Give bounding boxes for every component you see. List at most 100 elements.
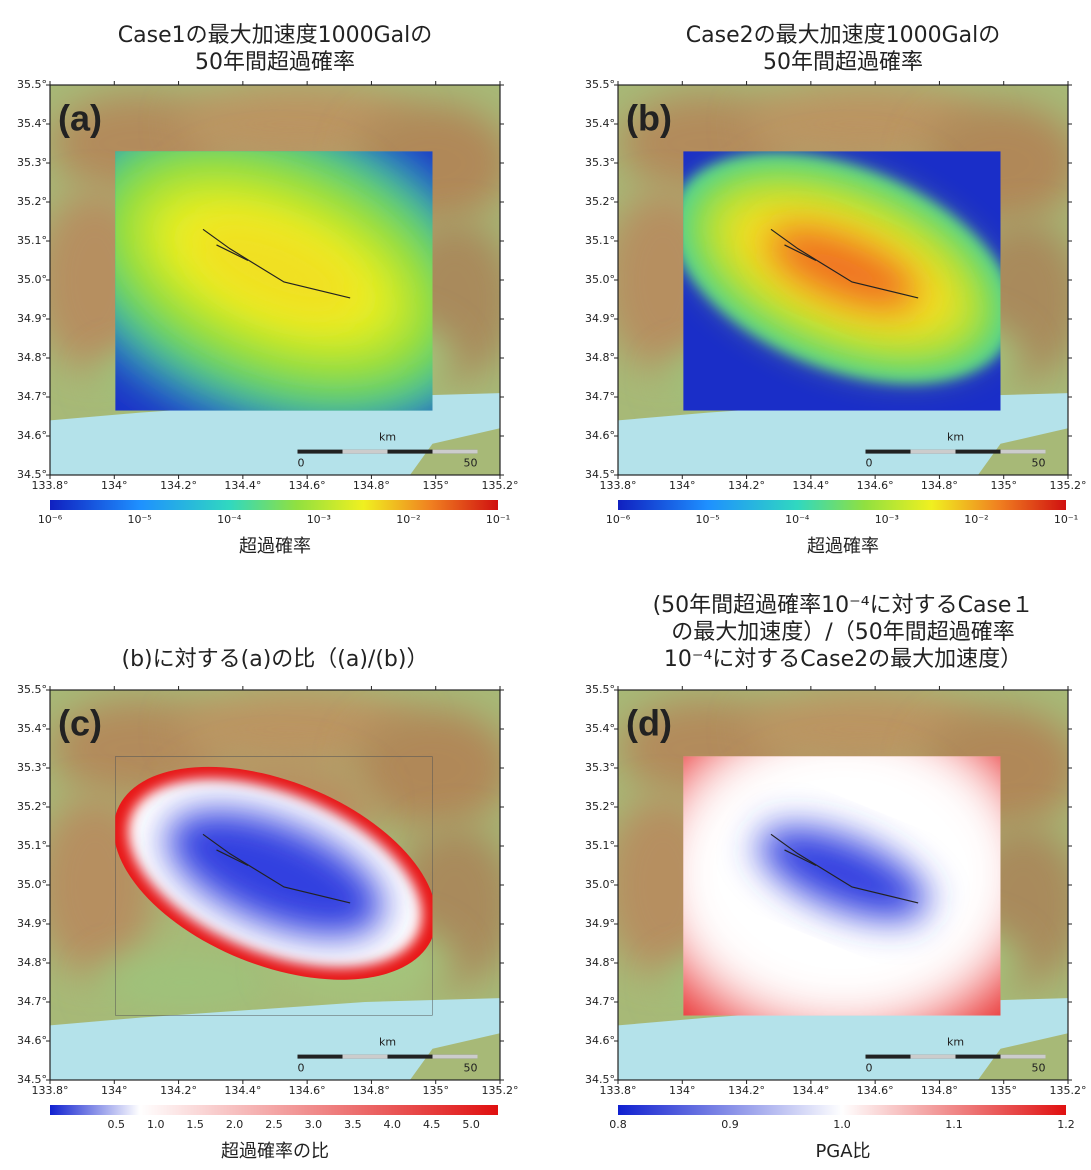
overlay — [639, 108, 1048, 428]
map-area: km 0 50 — [603, 84, 1083, 475]
lat-tick-label: 35.1° — [17, 234, 47, 247]
lon-tick-label: 135.2° — [1050, 1084, 1087, 1097]
lat-tick-label: 34.6° — [585, 1034, 615, 1047]
lon-tick-label: 133.8° — [32, 1084, 69, 1097]
scale-start: 0 — [866, 1062, 873, 1075]
scale-end: 50 — [1032, 1062, 1046, 1075]
lat-tick-label: 34.8° — [17, 351, 47, 364]
scale-bar — [343, 450, 388, 454]
lat-tick-label: 34.7° — [17, 995, 47, 1008]
colorbar-label: PGA比 — [815, 1141, 870, 1162]
colorbar-tick-label: 1.1 — [945, 1118, 963, 1131]
lat-tick-label: 35.3° — [585, 156, 615, 169]
lon-tick-label: 134.8° — [921, 479, 958, 492]
lat-tick-label: 35.2° — [585, 800, 615, 813]
map-area: km050 — [35, 689, 515, 1080]
colorbar-tick-label: 3.5 — [344, 1118, 362, 1131]
lat-tick-label: 34.8° — [17, 956, 47, 969]
lon-tick-label: 134.6° — [857, 1084, 894, 1097]
lat-tick-label: 35.0° — [17, 273, 47, 286]
lat-tick-label: 35.5° — [17, 683, 47, 696]
colorbar-tick-label: 1.5 — [186, 1118, 204, 1131]
colorbar-tick-label: 10⁻³ — [875, 513, 899, 526]
lat-tick-label: 35.4° — [585, 117, 615, 130]
scale-bar — [911, 1055, 956, 1059]
lon-tick-label: 134.8° — [353, 479, 390, 492]
lat-tick-label: 35.2° — [17, 195, 47, 208]
lat-tick-label: 35.4° — [585, 722, 615, 735]
lat-tick-label: 34.7° — [585, 995, 615, 1008]
colorbar — [618, 1105, 1066, 1115]
colorbar-tick-label: 5.0 — [462, 1118, 480, 1131]
lat-tick-label: 35.3° — [17, 761, 47, 774]
lat-tick-label: 35.0° — [585, 878, 615, 891]
scale-bar — [1001, 1055, 1046, 1059]
colorbar — [50, 500, 498, 510]
lon-tick-label: 134.2° — [160, 1084, 197, 1097]
lat-tick-label: 35.3° — [17, 156, 47, 169]
colorbar-tick-label: 10⁻¹ — [486, 513, 510, 526]
panel-label: (c) — [58, 703, 102, 744]
scale-unit: km — [947, 431, 964, 444]
lat-tick-label: 34.9° — [17, 312, 47, 325]
colorbar-tick-label: 10⁻⁵ — [127, 513, 151, 526]
lon-tick-label: 134.6° — [289, 479, 326, 492]
lon-tick-label: 134° — [669, 479, 696, 492]
lat-tick-label: 35.1° — [585, 839, 615, 852]
panel-title: 50年間超過確率 — [763, 50, 923, 75]
panel-title: Case2の最大加速度1000Galの — [686, 23, 1000, 48]
colorbar-label: 超過確率 — [807, 536, 879, 557]
panel-title: 10⁻⁴に対するCase2の最大加速度） — [664, 647, 1022, 672]
colorbar-tick-label: 10⁻⁶ — [606, 513, 631, 526]
lat-tick-label: 34.7° — [17, 390, 47, 403]
scale-start: 0 — [866, 457, 873, 470]
colorbar-tick-label: 10⁻² — [964, 513, 988, 526]
map-panel: Case2の最大加速度1000Galの50年間超過確率 km 0 50 (b) 35.5°… — [585, 23, 1087, 557]
colorbar-tick-label: 10⁻¹ — [1054, 513, 1078, 526]
colorbar-label: 超過確率 — [239, 536, 311, 557]
lon-tick-label: 133.8° — [600, 1084, 637, 1097]
map-area: km 0 50 — [603, 689, 1083, 1080]
colorbar-tick-label: 10⁻⁶ — [38, 513, 63, 526]
lon-tick-label: 134.2° — [160, 479, 197, 492]
lon-tick-label: 134.2° — [728, 1084, 765, 1097]
colorbar-tick-label: 10⁻⁵ — [695, 513, 719, 526]
colorbar-tick-label: 0.9 — [721, 1118, 739, 1131]
lon-tick-label: 134° — [669, 1084, 696, 1097]
lon-tick-label: 134.6° — [289, 1084, 326, 1097]
page: {"panels":[ {"label":"(a)","title":["Cas… — [0, 0, 1091, 1170]
lon-tick-label: 134° — [101, 479, 128, 492]
lat-tick-label: 34.9° — [585, 312, 615, 325]
lon-tick-label: 134.2° — [728, 479, 765, 492]
lat-tick-label: 34.9° — [17, 917, 47, 930]
scale-unit: km — [947, 1036, 964, 1049]
colorbar-tick-label: 4.5 — [423, 1118, 441, 1131]
panel-label: (b) — [626, 98, 672, 139]
lat-tick-label: 35.2° — [585, 195, 615, 208]
lon-tick-label: 134.4° — [224, 479, 261, 492]
panel-title: 50年間超過確率 — [195, 50, 355, 75]
panel-title: (50年間超過確率10⁻⁴に対するCase１ — [653, 593, 1034, 618]
lon-tick-label: 134.8° — [921, 1084, 958, 1097]
lon-tick-label: 135.2° — [482, 1084, 519, 1097]
figure: Case1の最大加速度1000Galの50年間超過確率km050(a)35.5°… — [0, 0, 1091, 1166]
colorbar-tick-label: 1.0 — [833, 1118, 851, 1131]
map-panel: (50年間超過確率10⁻⁴に対するCase１の最大加速度）/（50年間超過確率1… — [585, 593, 1087, 1162]
lon-tick-label: 134.8° — [353, 1084, 390, 1097]
scale-bar — [911, 450, 956, 454]
lat-tick-label: 34.9° — [585, 917, 615, 930]
colorbar-tick-label: 10⁻⁴ — [217, 513, 242, 526]
scale-end: 50 — [1032, 457, 1046, 470]
panel-title: Case1の最大加速度1000Galの — [118, 23, 432, 48]
colorbar-tick-label: 1.0 — [147, 1118, 165, 1131]
lat-tick-label: 35.5° — [585, 78, 615, 91]
colorbar — [50, 1105, 498, 1115]
lat-tick-label: 34.6° — [17, 1034, 47, 1047]
scale-start: 0 — [298, 457, 305, 470]
lon-tick-label: 134.6° — [857, 479, 894, 492]
lat-tick-label: 34.6° — [17, 429, 47, 442]
colorbar-tick-label: 0.5 — [108, 1118, 126, 1131]
colorbar-tick-label: 2.0 — [226, 1118, 244, 1131]
